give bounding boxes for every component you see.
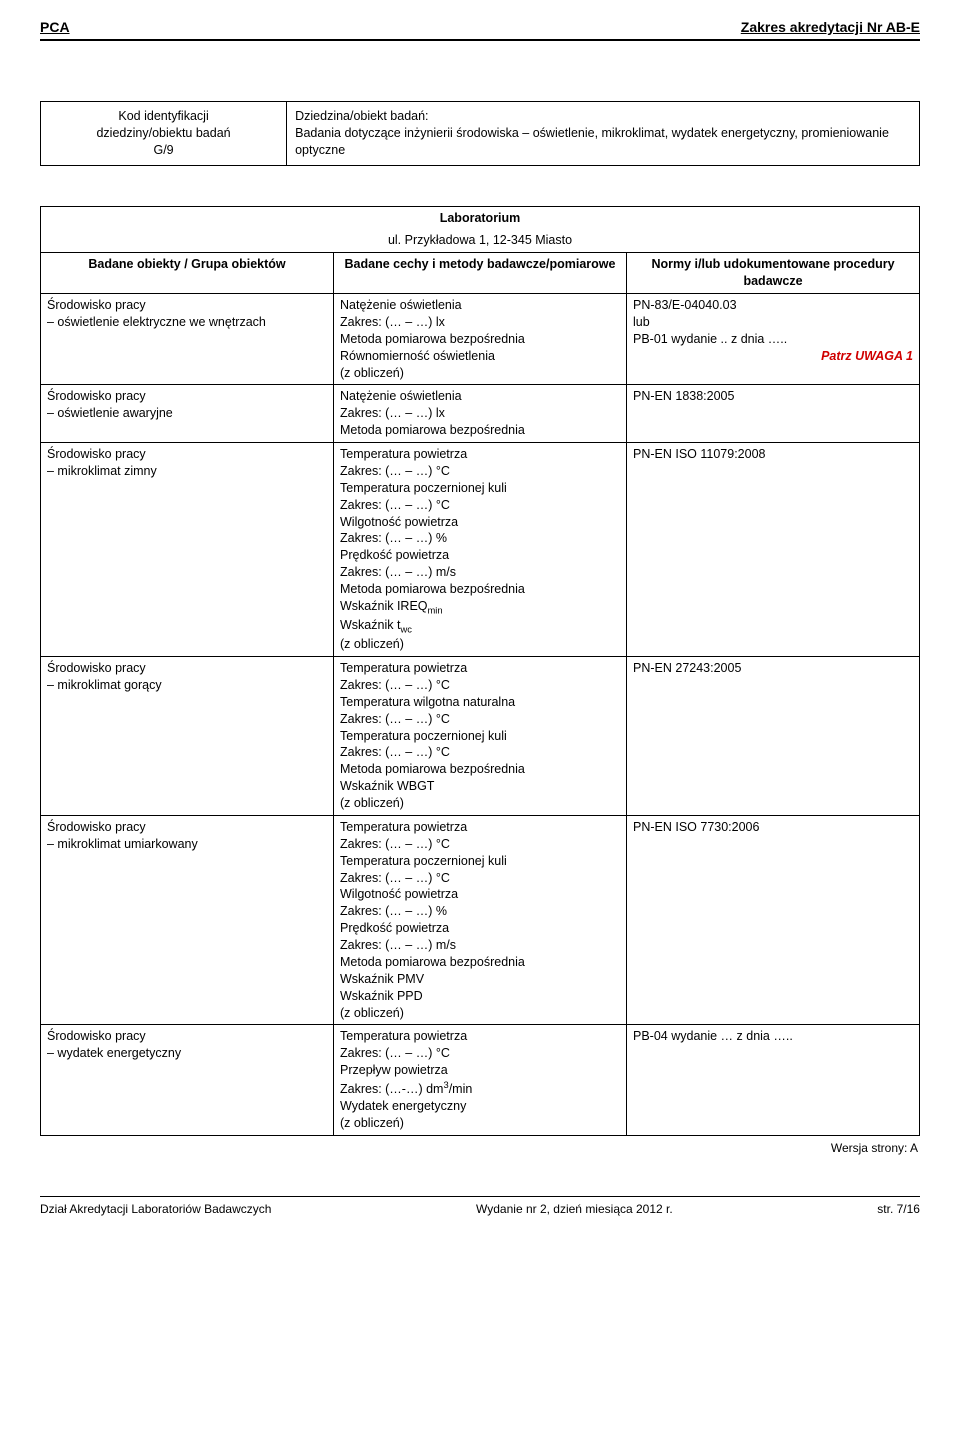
footer-right: str. 7/16 — [877, 1201, 920, 1217]
norm-cell: PB-04 wydanie … z dnia ….. — [627, 1025, 920, 1135]
table-row: Środowisko pracy– mikroklimat zimnyTempe… — [41, 443, 920, 657]
lab-title: Laboratorium — [41, 206, 920, 229]
method-cell: Natężenie oświetleniaZakres: (… – …) lxM… — [334, 385, 627, 443]
col-header-3: Normy i/lub udokumentowane procedury bad… — [627, 253, 920, 294]
object-cell: Środowisko pracy– oświetlenie awaryjne — [41, 385, 334, 443]
norm-cell: PN-EN ISO 11079:2008 — [627, 443, 920, 657]
method-cell: Temperatura powietrzaZakres: (… – …) °CT… — [334, 815, 627, 1025]
object-cell: Środowisko pracy– mikroklimat zimny — [41, 443, 334, 657]
main-table: Laboratorium ul. Przykładowa 1, 12-345 M… — [40, 206, 920, 1136]
norm-cell: PN-EN 1838:2005 — [627, 385, 920, 443]
norm-cell: PN-83/E-04040.03lubPB-01 wydanie .. z dn… — [627, 294, 920, 385]
box-col2-line1: Dziedzina/obiekt badań: — [295, 109, 428, 123]
box-col1-line1: Kod identyfikacji — [118, 109, 208, 123]
lab-address: ul. Przykładowa 1, 12-345 Miasto — [41, 229, 920, 252]
table-row: Środowisko pracy– mikroklimat umiarkowan… — [41, 815, 920, 1025]
col-header-2: Badane cechy i metody badawcze/pomiarowe — [334, 253, 627, 294]
note-label: Patrz UWAGA 1 — [821, 348, 913, 365]
page-header: PCA Zakres akredytacji Nr AB-E — [40, 18, 920, 41]
table-row: Środowisko pracy– mikroklimat gorącyTemp… — [41, 657, 920, 816]
col-header-1: Badane obiekty / Grupa obiektów — [41, 253, 334, 294]
norm-cell: PN-EN 27243:2005 — [627, 657, 920, 816]
table-row: Środowisko pracy– wydatek energetycznyTe… — [41, 1025, 920, 1135]
identification-box: Kod identyfikacji dziedziny/obiektu bada… — [40, 101, 920, 166]
object-cell: Środowisko pracy– oświetlenie elektryczn… — [41, 294, 334, 385]
method-cell: Temperatura powietrzaZakres: (… – …) °CT… — [334, 657, 627, 816]
method-cell: Temperatura powietrzaZakres: (… – …) °CT… — [334, 443, 627, 657]
box-col2-line2: Badania dotyczące inżynierii środowiska … — [295, 126, 889, 157]
page-footer: Dział Akredytacji Laboratoriów Badawczyc… — [40, 1196, 920, 1217]
object-cell: Środowisko pracy– mikroklimat umiarkowan… — [41, 815, 334, 1025]
version-label: Wersja strony: A — [40, 1140, 920, 1156]
header-right: Zakres akredytacji Nr AB-E — [741, 18, 920, 37]
object-cell: Środowisko pracy– wydatek energetyczny — [41, 1025, 334, 1135]
table-row: Środowisko pracy– oświetlenie awaryjneNa… — [41, 385, 920, 443]
object-cell: Środowisko pracy– mikroklimat gorący — [41, 657, 334, 816]
footer-left: Dział Akredytacji Laboratoriów Badawczyc… — [40, 1201, 271, 1217]
norm-cell: PN-EN ISO 7730:2006 — [627, 815, 920, 1025]
header-left: PCA — [40, 18, 70, 37]
box-col1-code: G/9 — [153, 143, 173, 157]
table-row: Środowisko pracy– oświetlenie elektryczn… — [41, 294, 920, 385]
method-cell: Natężenie oświetleniaZakres: (… – …) lxM… — [334, 294, 627, 385]
method-cell: Temperatura powietrzaZakres: (… – …) °CP… — [334, 1025, 627, 1135]
box-col1-line2: dziedziny/obiektu badań — [96, 126, 230, 140]
footer-center: Wydanie nr 2, dzień miesiąca 2012 r. — [476, 1201, 673, 1217]
